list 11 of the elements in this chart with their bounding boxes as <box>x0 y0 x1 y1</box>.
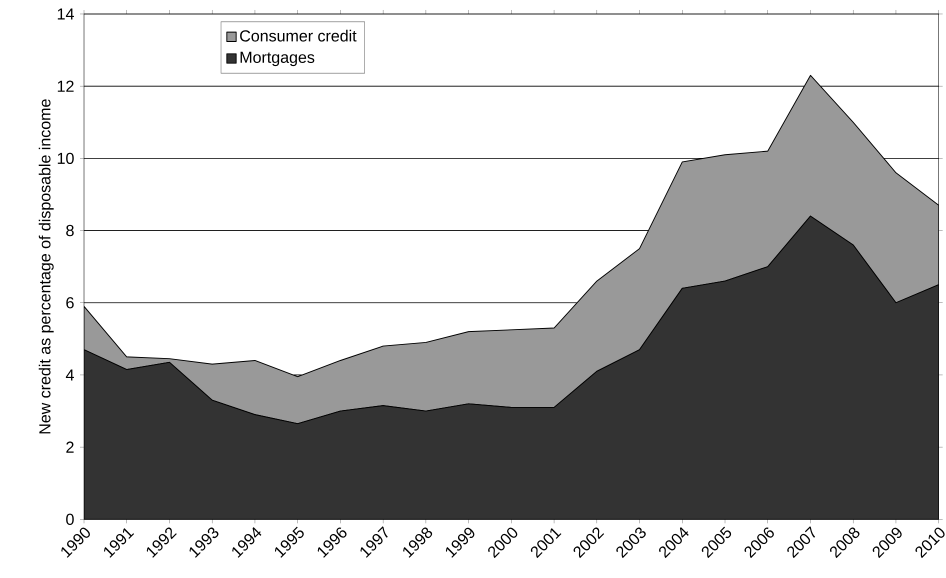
y-tick-label: 8 <box>66 224 74 236</box>
y-axis-title: New credit as percentage of disposable income <box>38 99 54 434</box>
y-tick-label: 14 <box>58 8 74 20</box>
y-tick-label: 4 <box>66 369 74 380</box>
legend-label: Consumer credit <box>240 30 357 42</box>
y-tick-label: 2 <box>66 442 74 453</box>
y-tick-label: 12 <box>58 80 74 92</box>
y-tick-label: 0 <box>66 514 74 525</box>
legend-label: Mortgages <box>240 52 314 66</box>
y-tick-label: 6 <box>66 297 74 308</box>
y-tick-label: 10 <box>58 152 74 164</box>
